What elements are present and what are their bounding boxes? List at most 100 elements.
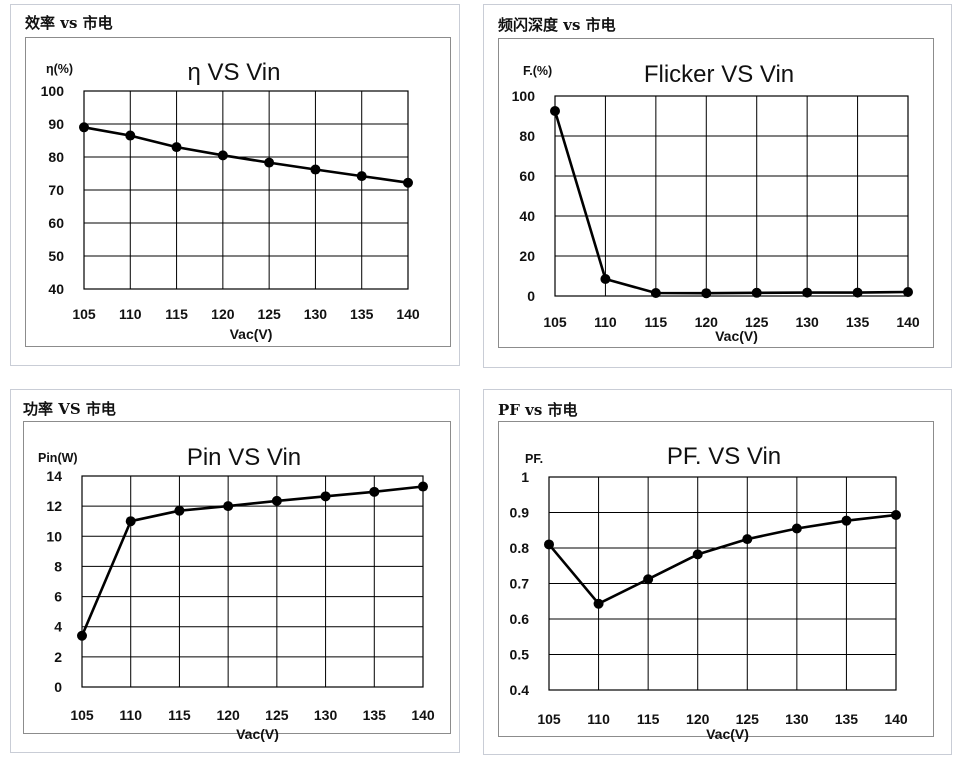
x-tick-label: 105	[72, 306, 96, 322]
y-tick-label: 100	[41, 83, 65, 99]
y-tick-label: 40	[48, 281, 64, 297]
pf-chart: PF. VS VinPF.Vac(V)0.40.50.60.70.80.9110…	[510, 443, 908, 742]
y-tick-label: 0.7	[510, 576, 530, 592]
y-axis-label: F.(%)	[523, 64, 552, 78]
x-tick-label: 140	[896, 314, 920, 330]
data-point	[593, 598, 604, 609]
x-tick-label: 125	[265, 707, 289, 723]
y-tick-label: 0.9	[510, 505, 530, 521]
x-tick-label: 115	[645, 314, 668, 330]
x-axis-label: Vac(V)	[230, 326, 273, 342]
x-tick-label: 135	[846, 314, 870, 330]
x-tick-label: 120	[695, 314, 719, 330]
data-point	[356, 171, 367, 182]
data-point	[802, 287, 813, 298]
chart-frame: Pin VS Vin Pin(W) Vac(V) 0 2 4 6 8 10 12 14 105 110 1…	[23, 421, 451, 742]
y-tick-label: 4	[54, 619, 62, 635]
y-tick-label: 0.8	[510, 540, 530, 556]
y-tick-label: 60	[519, 168, 535, 184]
series-line	[548, 513, 897, 605]
y-tick-label: 10	[46, 528, 62, 544]
series-line	[83, 126, 409, 184]
x-tick-label: 105	[70, 707, 94, 723]
y-tick-label: 0	[54, 679, 62, 695]
data-point	[852, 287, 863, 298]
data-point	[174, 505, 185, 516]
x-tick-label: 130	[795, 314, 819, 330]
data-point	[369, 486, 380, 497]
data-point	[171, 142, 182, 153]
x-tick-label: 105	[537, 711, 561, 727]
x-axis-label: Vac(V)	[706, 726, 749, 742]
x-tick-label: 140	[396, 306, 420, 322]
data-point	[650, 288, 661, 298]
data-point	[692, 549, 703, 560]
plot-border	[81, 475, 424, 688]
x-tick-label: 130	[314, 707, 338, 723]
x-tick-label: 130	[304, 306, 328, 322]
data-point	[79, 122, 89, 133]
data-point	[751, 287, 762, 298]
chart-title: Pin VS Vin	[187, 444, 301, 471]
chart-frame: PF. VS Vin PF. Vac(V) 0.4 0.5 0.6 0.7 0.8 0.9 1 10…	[498, 421, 934, 742]
x-tick-label: 120	[211, 306, 235, 322]
data-point	[791, 523, 802, 534]
y-tick-label: 100	[512, 88, 536, 104]
chart-title: Flicker VS Vin	[644, 61, 794, 88]
y-tick-label: 50	[48, 248, 64, 264]
data-point	[310, 164, 321, 175]
chart-panel-flicker: 频闪深度 vs 市电 Flicker VS Vin F.(%) Vac(V) 0 20 4…	[483, 4, 952, 368]
y-tick-label: 60	[48, 215, 64, 231]
x-tick-label: 110	[587, 711, 610, 727]
x-tick-label: 110	[119, 306, 142, 322]
data-point	[544, 539, 554, 550]
y-tick-label: 8	[54, 558, 62, 574]
flicker-chart: Flicker VS Vin F.(%) Vac(V) 0 20 40 60 80 100 105…	[512, 61, 920, 344]
panel-heading: 频闪深度 vs 市电	[498, 16, 616, 34]
data-point	[403, 177, 413, 188]
x-tick-label: 110	[119, 707, 142, 723]
efficiency-chart: η VS Vin η(%) Vac(V) 40 50 60 70 80 90 100 105 110 1…	[41, 59, 420, 342]
y-tick-label: 14	[46, 468, 62, 484]
x-tick-label: 135	[363, 707, 387, 723]
data-point	[600, 274, 611, 284]
data-point	[891, 509, 901, 520]
y-tick-label: 20	[519, 248, 535, 264]
series-line	[80, 485, 424, 637]
data-point	[841, 515, 852, 526]
x-tick-label: 105	[543, 314, 567, 330]
x-tick-label: 130	[785, 711, 809, 727]
data-point	[223, 501, 234, 512]
plot-border	[554, 95, 909, 297]
x-tick-label: 135	[835, 711, 859, 727]
x-axis-label: Vac(V)	[715, 328, 758, 344]
x-tick-label: 120	[686, 711, 710, 727]
data-point	[264, 157, 275, 168]
y-tick-label: 80	[48, 149, 64, 165]
data-point	[903, 287, 913, 297]
data-point	[125, 130, 136, 141]
chart-frame: η VS Vin η(%) Vac(V) 40 50 60 70 80 90 100 105 110 1…	[25, 37, 451, 347]
chart-title: PF. VS Vin	[667, 443, 781, 470]
y-tick-label: 90	[48, 116, 64, 132]
y-tick-label: 12	[46, 498, 62, 514]
y-tick-label: 80	[519, 128, 535, 144]
chart-panel-pf: PF vs 市电 PF. VS Vin PF. Vac(V) 0.4 0.5 0.6 0.7…	[483, 389, 952, 755]
y-axis-label: η(%)	[46, 62, 73, 76]
data-point	[643, 574, 654, 585]
data-point	[701, 288, 712, 299]
x-tick-label: 125	[745, 314, 769, 330]
chart-frame: Flicker VS Vin F.(%) Vac(V) 0 20 40 60 80 100 105…	[498, 38, 934, 348]
chart-title: η VS Vin	[188, 59, 281, 86]
x-tick-label: 125	[257, 306, 281, 322]
x-tick-label: 115	[168, 707, 191, 723]
data-point	[550, 106, 560, 116]
x-tick-label: 115	[637, 711, 660, 727]
x-tick-label: 140	[884, 711, 908, 727]
data-point	[217, 150, 228, 161]
y-axis-label: Pin(W)	[38, 451, 78, 465]
y-tick-label: 40	[519, 208, 535, 224]
data-point	[271, 495, 282, 506]
plot-border	[83, 90, 409, 290]
x-tick-label: 140	[411, 707, 435, 723]
